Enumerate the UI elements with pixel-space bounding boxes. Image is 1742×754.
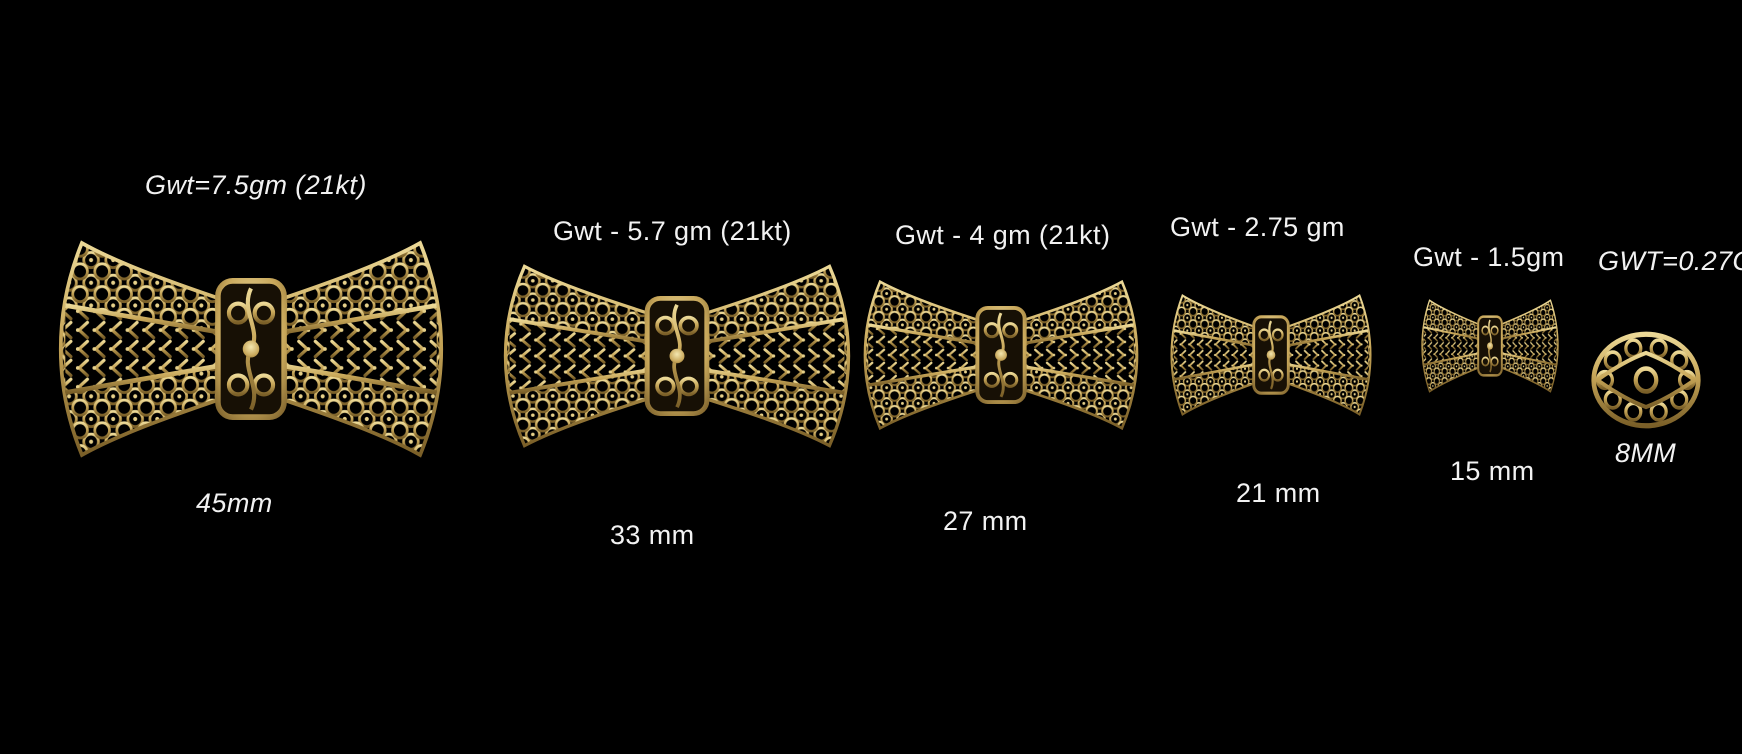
size-label-27mm: 27 mm [943, 506, 1028, 536]
bow-graphic-45mm [58, 226, 444, 472]
size-label-45mm: 45mm [196, 488, 273, 518]
weight-label-27mm: Gwt - 4 gm (21kt) [895, 220, 1111, 250]
weight-label-21mm: Gwt - 2.75 gm [1170, 212, 1345, 242]
bow-graphic-21mm [1170, 286, 1372, 424]
weight-label-15mm: Gwt - 1.5gm [1413, 242, 1565, 272]
size-label-33mm: 33 mm [610, 520, 695, 550]
bow-graphic-33mm [503, 252, 851, 460]
weight-label-8mm: GWT=0.27GM [1598, 246, 1742, 276]
size-label-21mm: 21 mm [1236, 478, 1321, 508]
oval-graphic-8mm [1590, 328, 1702, 432]
weight-label-45mm: Gwt=7.5gm (21kt) [145, 170, 367, 200]
bow-graphic-15mm [1421, 293, 1559, 399]
size-label-8mm: 8MM [1615, 438, 1677, 468]
bow-graphic-27mm [863, 270, 1139, 440]
weight-label-33mm: Gwt - 5.7 gm (21kt) [553, 216, 792, 246]
size-label-15mm: 15 mm [1450, 456, 1535, 486]
